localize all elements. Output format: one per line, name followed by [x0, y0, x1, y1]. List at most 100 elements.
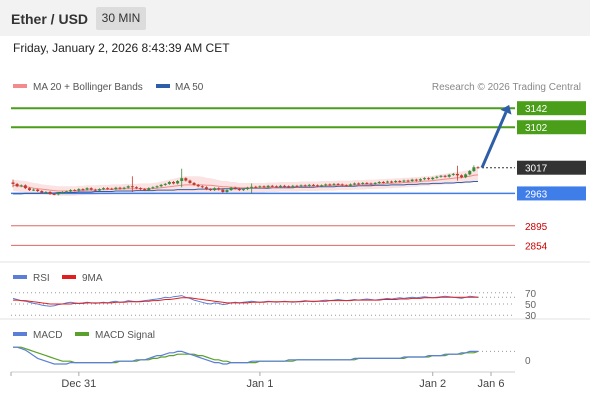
candle-body [192, 182, 196, 185]
candle-body [324, 184, 328, 186]
candle-body [299, 185, 303, 187]
ma50-line [13, 181, 478, 195]
candle-body [213, 188, 217, 191]
level-3017-badge [517, 160, 586, 175]
candle-body [274, 186, 278, 188]
candle-body [373, 182, 377, 184]
candle-body [278, 185, 282, 187]
candle-body [77, 189, 81, 191]
candle-body [423, 178, 427, 180]
candle-body [233, 187, 237, 189]
candle-body [241, 189, 245, 191]
ma50-legend-label: MA 50 [175, 82, 204, 93]
candle-body [447, 174, 451, 177]
rsi-tick-30: 30 [525, 311, 537, 322]
candle-body [40, 191, 44, 193]
candle-body [110, 188, 114, 190]
level-2963-badge [517, 186, 586, 201]
macd-signal-line [13, 346, 479, 364]
candle-body [139, 188, 143, 190]
rsi-line [12, 295, 479, 307]
candle-body [93, 189, 97, 191]
candle-body [468, 171, 472, 175]
candle-body [365, 182, 369, 184]
candle-body [250, 186, 254, 188]
candle-body [353, 183, 357, 185]
candle-body [262, 186, 266, 188]
macd-line [13, 346, 478, 365]
candle-body [303, 185, 307, 187]
candle-body [357, 183, 361, 185]
candle-body [291, 185, 295, 187]
x-tick-label: Dec 31 [61, 378, 96, 390]
candle-body [81, 189, 85, 191]
price-panel: 3142 3102 3017 2963 2895 2854 [11, 101, 586, 252]
macd-signal-legend-swatch [75, 332, 89, 336]
macd-legend-label: MACD [33, 330, 62, 341]
ma20-line [12, 174, 479, 192]
candle-body [427, 178, 431, 180]
level-2854-value: 2854 [525, 241, 548, 252]
candle-body [23, 185, 27, 189]
ma20-legend-label: MA 20 + Bollinger Bands [33, 82, 143, 93]
rsi-legend-label: RSI [33, 273, 50, 284]
x-tick-label: Jan 2 [419, 378, 446, 390]
candle-body [332, 183, 336, 185]
projection-arrow-head [500, 104, 512, 115]
candle-body [122, 187, 126, 189]
ma50-legend-swatch [156, 84, 170, 88]
candle-body [126, 186, 130, 188]
candle-body [11, 182, 15, 184]
candle-body [266, 185, 270, 188]
candle-body [402, 180, 406, 182]
candle-body [336, 183, 340, 185]
rsi-legend-swatch [13, 275, 27, 279]
candle-body [369, 183, 373, 185]
candle-body [348, 184, 352, 186]
level-3102-badge [517, 120, 586, 135]
candle-body [60, 192, 64, 193]
candle-body [159, 184, 163, 187]
candle-body [52, 193, 56, 195]
candle-body [134, 187, 138, 189]
candle-body [398, 181, 402, 183]
candle-body [254, 186, 258, 188]
candle-body [48, 192, 52, 194]
candle-body [209, 189, 213, 191]
macd-panel: 0 [13, 346, 531, 367]
candle-body [431, 177, 435, 180]
macd-signal-legend-label: MACD Signal [95, 330, 155, 341]
candle-body [36, 189, 40, 192]
candle-body [217, 188, 221, 190]
projection-arrow-shaft [480, 111, 508, 169]
candle-body [163, 183, 167, 185]
rsi-tick-70: 70 [525, 289, 537, 300]
candle-body [147, 188, 151, 191]
level-2963-value: 2963 [525, 189, 548, 200]
candle-body [44, 192, 48, 193]
candle-body [85, 188, 89, 190]
candle-body [171, 182, 175, 184]
candle-body [460, 175, 464, 178]
candle-body [464, 174, 468, 178]
instrument-title: Ether / USD [11, 11, 89, 27]
candle-body [320, 185, 324, 187]
chart-datetime: Friday, January 2, 2026 8:43:39 AM CET [13, 41, 230, 55]
level-3017-value: 3017 [525, 164, 548, 175]
candle-body [151, 187, 155, 189]
candle-body [118, 187, 122, 189]
candle-body [390, 181, 394, 183]
candle-body [196, 184, 200, 187]
candle-body [410, 179, 414, 182]
candle-body [414, 179, 418, 181]
rsi-ma-legend-swatch [62, 275, 76, 279]
rsi-tick-50: 50 [525, 300, 537, 311]
candle-body [385, 181, 389, 183]
timeframe-button[interactable]: 30 MIN [96, 7, 146, 30]
candle-body [73, 190, 77, 192]
candle-body [283, 185, 287, 187]
level-3142-value: 3142 [525, 104, 548, 115]
copyright-text: Research © 2026 Trading Central [432, 82, 581, 93]
candle-body [439, 175, 443, 177]
